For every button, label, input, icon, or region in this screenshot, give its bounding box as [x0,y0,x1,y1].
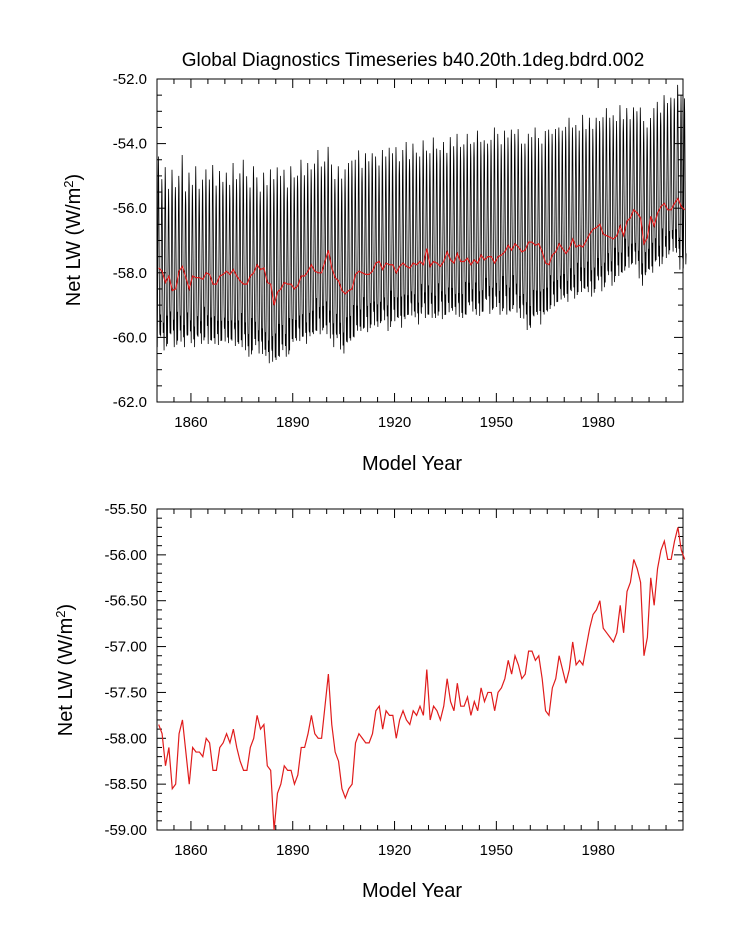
y-tick-label: -59.00 [104,822,147,839]
bottom-chart: -59.00 -58.50 -58.00 -57.50 -57.00 -56.50 -56.… [53,501,686,902]
bottom-y-axis-label-main: Net LW (W/m [55,618,77,737]
bottom-y-axis-label-sup: 2 [53,610,68,617]
bottom-x-axis-label: Model Year [362,880,462,902]
annual-mean-line [158,197,686,306]
top-x-axis-label: Model Year [362,453,462,475]
x-tick-label: 1890 [276,414,309,431]
x-tick-label: 1920 [378,842,411,859]
figure-title: Global Diagnostics Timeseries b40.20th.1… [182,50,645,71]
top-y-axis-label: Net LW (W/m2) [61,174,85,306]
x-tick-label: 1980 [581,842,614,859]
top-monthly-series [156,84,687,364]
x-tick-label: 1860 [174,414,207,431]
x-tick-label: 1950 [480,842,513,859]
y-tick-label: -56.0 [113,200,147,217]
y-tick-label: -56.50 [104,593,147,610]
top-chart: -62.0-60.0-58.0-56.0-54.0-52.0 1860 1890 1… [61,71,687,475]
top-annual-series [158,197,686,306]
x-tick-label: 1890 [276,842,309,859]
y-tick-label: -58.0 [113,265,147,282]
y-tick-label: -57.50 [104,684,147,701]
y-tick-label: -58.00 [104,730,147,747]
top-xtick-labels: 1860 1890 1920 1950 1980 [174,414,615,431]
y-tick-label: -52.0 [113,71,147,88]
y-tick-label: -55.50 [104,501,147,518]
x-tick-label: 1920 [378,414,411,431]
x-tick-label: 1950 [480,414,513,431]
y-tick-label: -54.0 [113,136,147,153]
bottom-xtick-labels: 1860 1890 1920 1950 1980 [174,842,615,859]
bottom-plot-frame [156,508,684,831]
y-tick-label: -58.50 [104,776,147,793]
x-tick-label: 1860 [174,842,207,859]
bottom-ticks [157,508,683,831]
top-ytick-labels: -62.0 -60.0 -58.0 -56.0 -54.0 -52.0 [113,71,147,411]
bottom-ytick-labels: -59.00 -58.50 -58.00 -57.50 -57.00 -56.50 -56.… [104,501,147,839]
top-y-axis-label-main: Net LW (W/m [63,188,85,307]
y-tick-label: -56.00 [104,547,147,564]
y-tick-label: -62.0 [113,394,147,411]
bottom-annual-series [158,527,686,831]
annual-mean-line [158,527,686,831]
y-tick-label: -57.00 [104,639,147,656]
monthly-series-line [156,84,687,364]
bottom-y-axis-label-tail: ) [55,604,77,611]
bottom-y-axis-label: Net LW (W/m2) [53,604,77,736]
x-tick-label: 1980 [581,414,614,431]
y-tick-label: -60.0 [113,329,147,346]
top-y-axis-label-tail: ) [63,174,85,181]
top-y-axis-label-sup: 2 [61,180,76,187]
